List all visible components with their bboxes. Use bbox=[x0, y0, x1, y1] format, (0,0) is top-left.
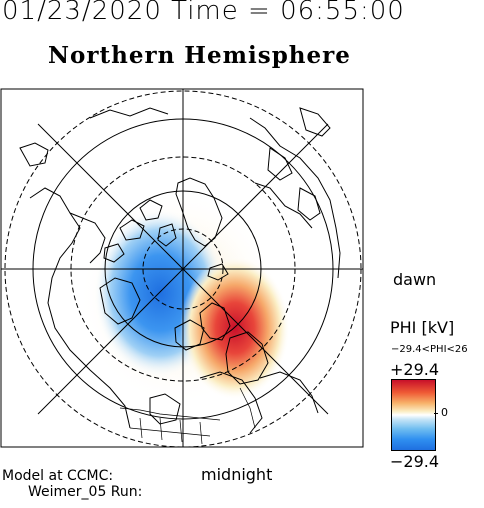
colorbar-max-label: +29.4 bbox=[390, 360, 440, 379]
hemisphere-title: Northern Hemisphere bbox=[48, 42, 351, 69]
model-line: Model at CCMC: bbox=[2, 468, 114, 484]
colorbar-range: −29.4<PHI<26 bbox=[391, 344, 468, 355]
date-time-title: 01/23/2020 Time = 06:55:00 bbox=[2, 0, 405, 26]
positive-potential-cell bbox=[180, 256, 290, 400]
country-borders bbox=[119, 387, 256, 445]
colorbar-zero-label: 0 bbox=[441, 406, 448, 419]
colorbar-min-label: −29.4 bbox=[390, 452, 440, 471]
colorbar-title: PHI [kV] bbox=[390, 318, 455, 337]
dawn-label: dawn bbox=[393, 270, 437, 289]
midnight-label: midnight bbox=[201, 465, 273, 484]
potential-pattern bbox=[78, 190, 290, 406]
polar-map bbox=[0, 88, 364, 448]
colorbar-gradient bbox=[391, 379, 436, 451]
colorbar-zero-tick bbox=[434, 413, 438, 414]
coastlines bbox=[19, 107, 341, 434]
run-line: Weimer_05 Run: bbox=[28, 484, 143, 500]
meridian-lines bbox=[1, 89, 363, 447]
